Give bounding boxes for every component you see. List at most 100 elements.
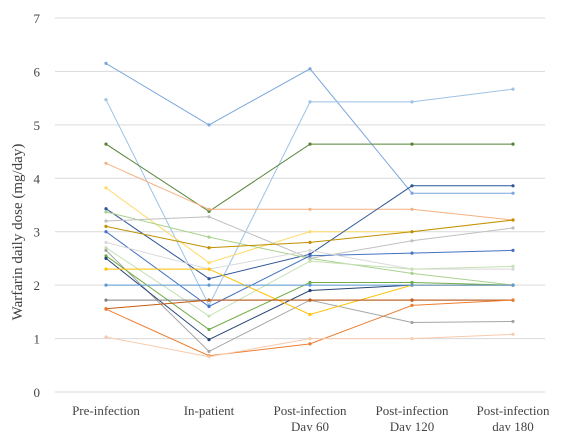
data-point bbox=[410, 239, 414, 243]
data-point bbox=[207, 207, 211, 211]
series-14 bbox=[104, 254, 515, 332]
series-21 bbox=[104, 332, 515, 359]
data-point bbox=[308, 312, 312, 317]
y-tick-label: 6 bbox=[34, 64, 41, 79]
data-point bbox=[308, 142, 312, 146]
data-point bbox=[410, 303, 414, 307]
series-1 bbox=[104, 61, 515, 195]
data-point bbox=[104, 256, 108, 260]
y-axis-tick-labels: 0 1 2 3 4 5 6 7 bbox=[34, 11, 41, 400]
data-point bbox=[207, 355, 211, 359]
data-point bbox=[410, 298, 414, 302]
data-point bbox=[308, 67, 312, 71]
data-point bbox=[410, 280, 414, 285]
series-line bbox=[105, 143, 513, 212]
x-tick-label-line: Day 60 bbox=[291, 419, 329, 431]
data-point bbox=[308, 337, 312, 341]
data-point bbox=[207, 327, 211, 332]
series-5 bbox=[104, 186, 515, 265]
data-point bbox=[207, 235, 211, 239]
data-point bbox=[104, 186, 108, 190]
data-point bbox=[207, 123, 211, 127]
series-4 bbox=[104, 161, 515, 222]
data-point bbox=[207, 215, 211, 219]
data-point bbox=[308, 248, 312, 252]
x-tick-label-line: Pre-infection bbox=[72, 403, 140, 418]
y-tick-label: 7 bbox=[34, 11, 41, 26]
data-point bbox=[104, 219, 108, 223]
y-tick-label: 1 bbox=[34, 332, 41, 347]
data-point bbox=[308, 100, 312, 104]
data-point bbox=[410, 283, 414, 287]
data-point bbox=[308, 280, 312, 285]
data-point bbox=[511, 142, 515, 146]
data-point bbox=[207, 298, 211, 302]
x-tick-label: Pre-infection bbox=[72, 403, 140, 418]
x-tick-label: In-patient bbox=[184, 403, 235, 418]
data-point bbox=[511, 267, 515, 271]
data-point bbox=[308, 256, 312, 260]
data-point bbox=[410, 100, 414, 104]
data-point bbox=[511, 87, 515, 91]
series-line bbox=[105, 255, 514, 331]
x-tick-label: Post-infection Day 60 bbox=[274, 403, 347, 431]
x-tick-label-line: In-patient bbox=[184, 403, 235, 418]
series-9 bbox=[104, 218, 515, 250]
data-point bbox=[104, 61, 108, 65]
x-tick-label-line: Day 120 bbox=[390, 419, 434, 431]
data-point bbox=[104, 142, 108, 146]
data-point bbox=[511, 319, 515, 324]
data-point bbox=[104, 307, 108, 311]
data-point bbox=[104, 248, 108, 252]
data-point bbox=[207, 338, 211, 342]
data-point bbox=[511, 226, 515, 230]
data-point bbox=[511, 218, 515, 222]
data-point bbox=[104, 298, 108, 302]
x-tick-label: Post-infection Day 120 bbox=[376, 403, 449, 431]
data-point bbox=[511, 283, 515, 287]
data-point bbox=[308, 240, 312, 244]
data-point bbox=[104, 224, 108, 228]
series-8 bbox=[104, 215, 515, 260]
data-point bbox=[511, 332, 515, 336]
data-point bbox=[104, 246, 108, 250]
data-point bbox=[410, 320, 414, 325]
series-lines bbox=[104, 61, 515, 359]
data-point bbox=[511, 191, 515, 195]
data-point bbox=[308, 254, 312, 258]
data-point bbox=[308, 298, 312, 302]
x-axis-tick-labels: Pre-infection In-patient Post-infection Day… bbox=[72, 403, 550, 431]
data-point bbox=[207, 349, 211, 353]
series-12 bbox=[104, 246, 515, 318]
data-point bbox=[104, 240, 108, 244]
data-point bbox=[207, 277, 211, 281]
data-point bbox=[104, 267, 108, 271]
data-point bbox=[207, 314, 211, 318]
data-point bbox=[104, 98, 108, 102]
series-10 bbox=[104, 230, 515, 309]
data-point bbox=[410, 184, 414, 188]
y-tick-label: 2 bbox=[34, 278, 41, 293]
data-point bbox=[104, 283, 108, 287]
data-point bbox=[104, 254, 108, 258]
data-point bbox=[104, 207, 108, 211]
data-point bbox=[308, 259, 312, 263]
data-point bbox=[104, 210, 108, 214]
data-point bbox=[410, 142, 414, 146]
data-point bbox=[104, 230, 108, 234]
y-tick-label: 0 bbox=[34, 385, 41, 400]
series-2 bbox=[104, 87, 515, 307]
data-point bbox=[207, 246, 211, 250]
y-tick-label: 5 bbox=[34, 118, 41, 133]
data-point bbox=[308, 207, 312, 211]
data-point bbox=[308, 283, 312, 287]
data-point bbox=[410, 191, 414, 195]
x-tick-label-line: day 180 bbox=[492, 419, 534, 431]
data-point bbox=[207, 261, 211, 265]
data-point bbox=[410, 267, 414, 271]
data-point bbox=[410, 337, 414, 341]
data-point bbox=[104, 335, 108, 339]
x-tick-label-line: Post-infection bbox=[477, 403, 550, 418]
data-point bbox=[410, 230, 414, 234]
data-point bbox=[308, 342, 312, 346]
